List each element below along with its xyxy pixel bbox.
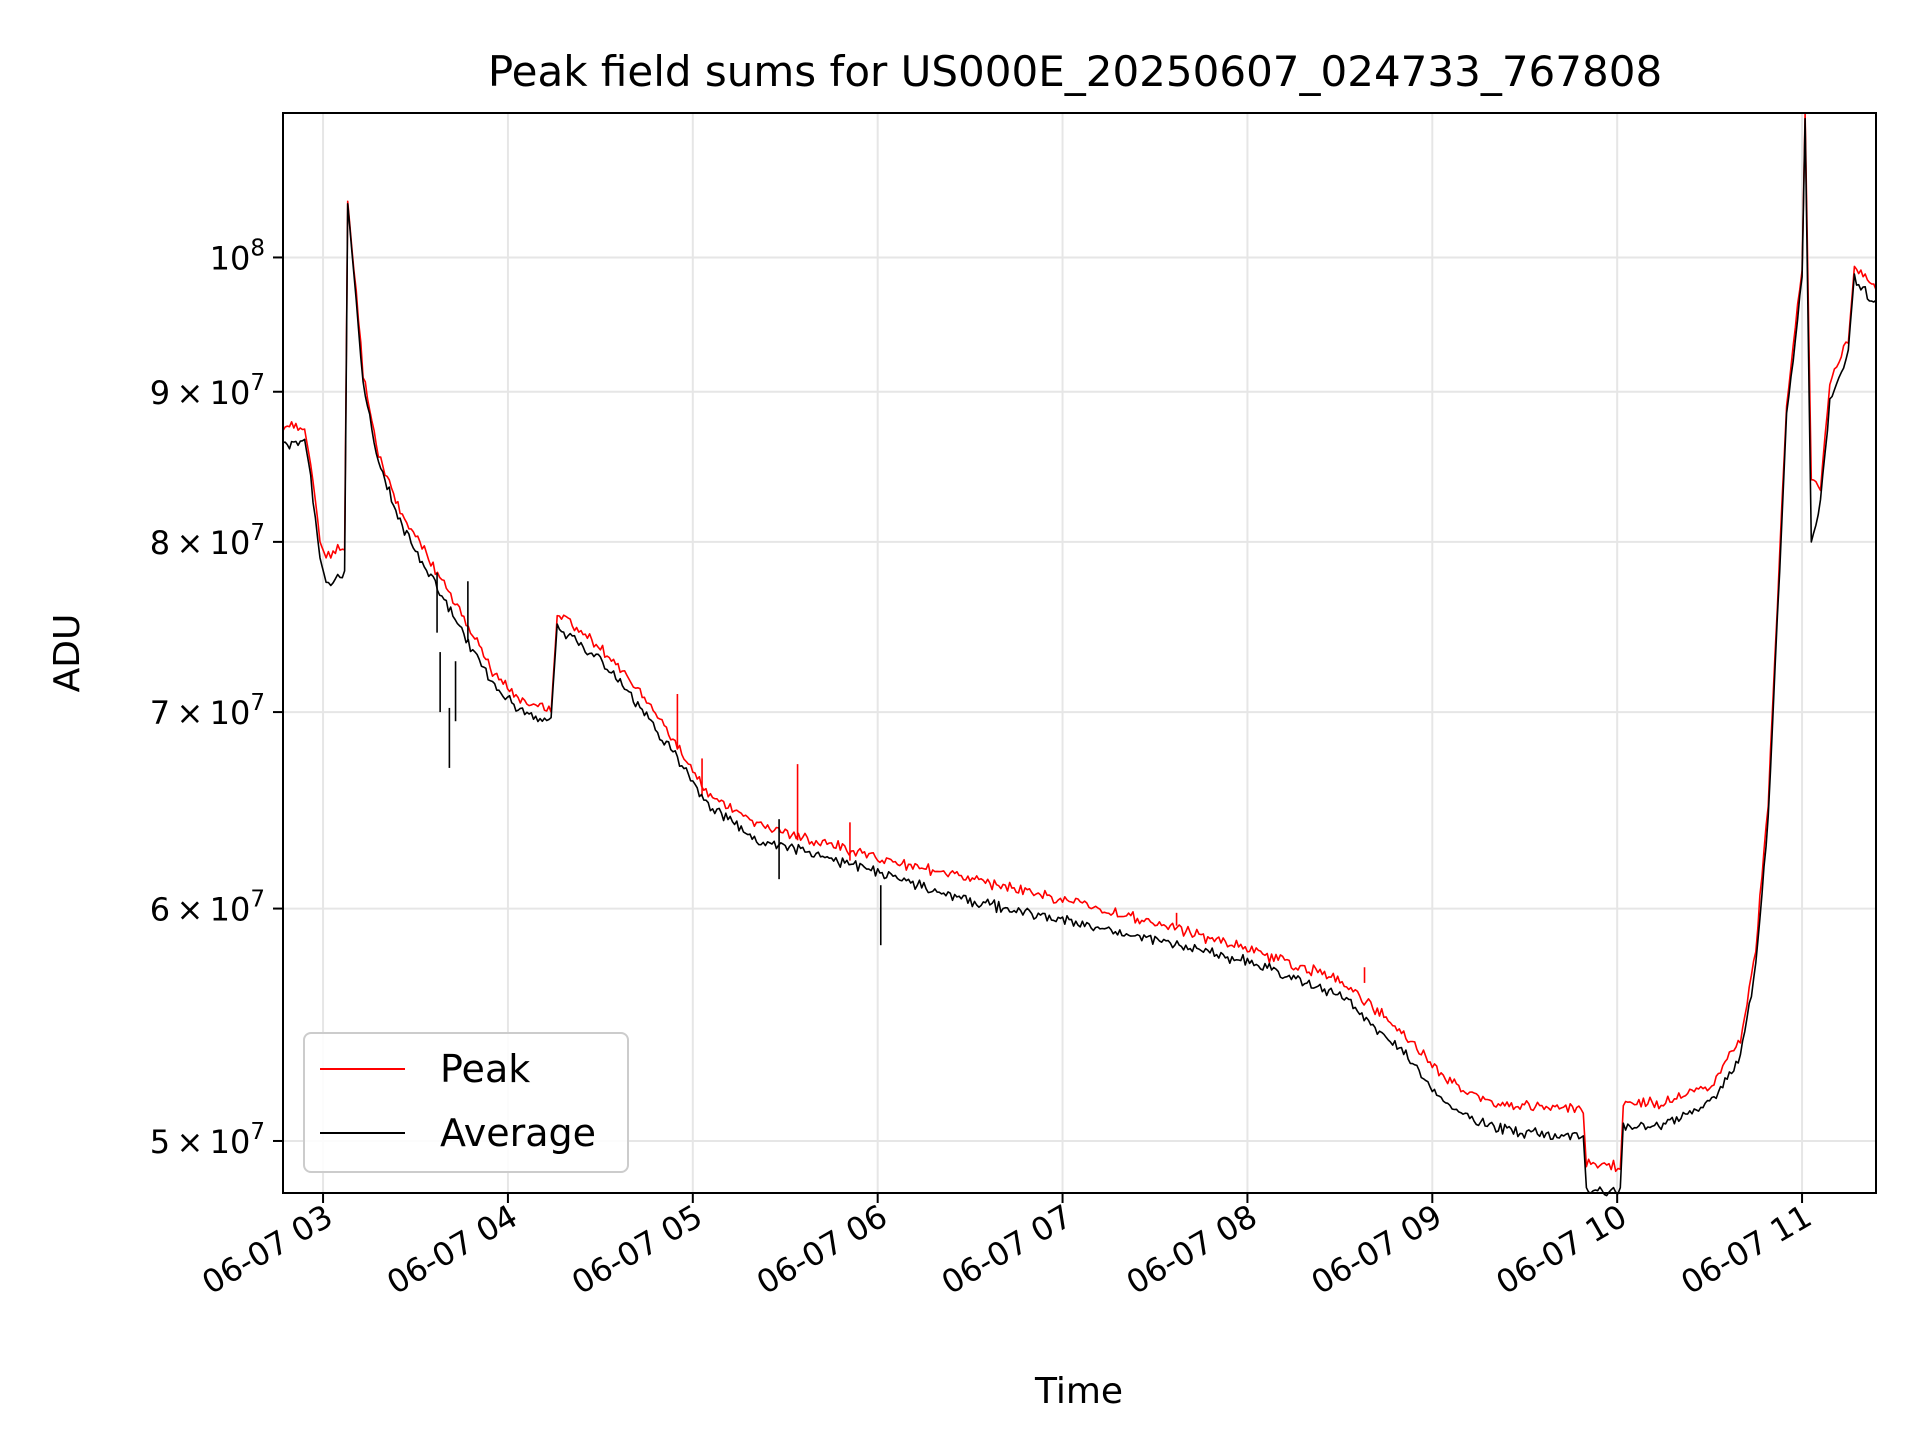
legend-label-peak: Peak [440, 1047, 530, 1091]
x-tick-label: 06-07 11 [1674, 1197, 1818, 1302]
x-tick-label: 06-07 03 [195, 1197, 339, 1302]
y-axis-label: ADU [47, 614, 88, 693]
series-line-peak [282, 112, 1877, 1173]
grid-lines [283, 113, 1876, 1193]
legend-label-average: Average [440, 1111, 596, 1155]
y-axis-ticks: 5 × 107 6 × 107 7 × 107 8 × 107 9 × 107 108 [150, 235, 283, 1161]
y-tick-label: 6 × 107 [150, 887, 265, 929]
x-axis-ticks: 06-07 03 06-07 04 06-07 05 06-07 06 06-07 07… [195, 1193, 1818, 1302]
legend: Peak Average [303, 1032, 629, 1173]
y-tick-label: 7 × 107 [150, 690, 265, 732]
x-tick-label: 06-07 05 [565, 1197, 709, 1302]
x-tick-label: 06-07 06 [750, 1197, 894, 1302]
y-tick-label: 8 × 107 [150, 520, 265, 562]
y-tick-label: 5 × 107 [150, 1119, 265, 1161]
x-axis-label: Time [1034, 1371, 1123, 1412]
chart-title: Peak field sums for US000E_20250607_0247… [488, 47, 1662, 96]
x-tick-label: 06-07 08 [1120, 1197, 1264, 1302]
x-tick-label: 06-07 07 [935, 1197, 1079, 1302]
x-tick-label: 06-07 09 [1305, 1197, 1449, 1302]
x-tick-label: 06-07 04 [380, 1197, 524, 1302]
y-tick-label: 9 × 107 [150, 370, 265, 412]
legend-box [303, 1032, 629, 1173]
y-tick-label: 108 [210, 235, 265, 277]
x-tick-label: 06-07 10 [1490, 1197, 1634, 1302]
plot-frame [282, 112, 1877, 1194]
